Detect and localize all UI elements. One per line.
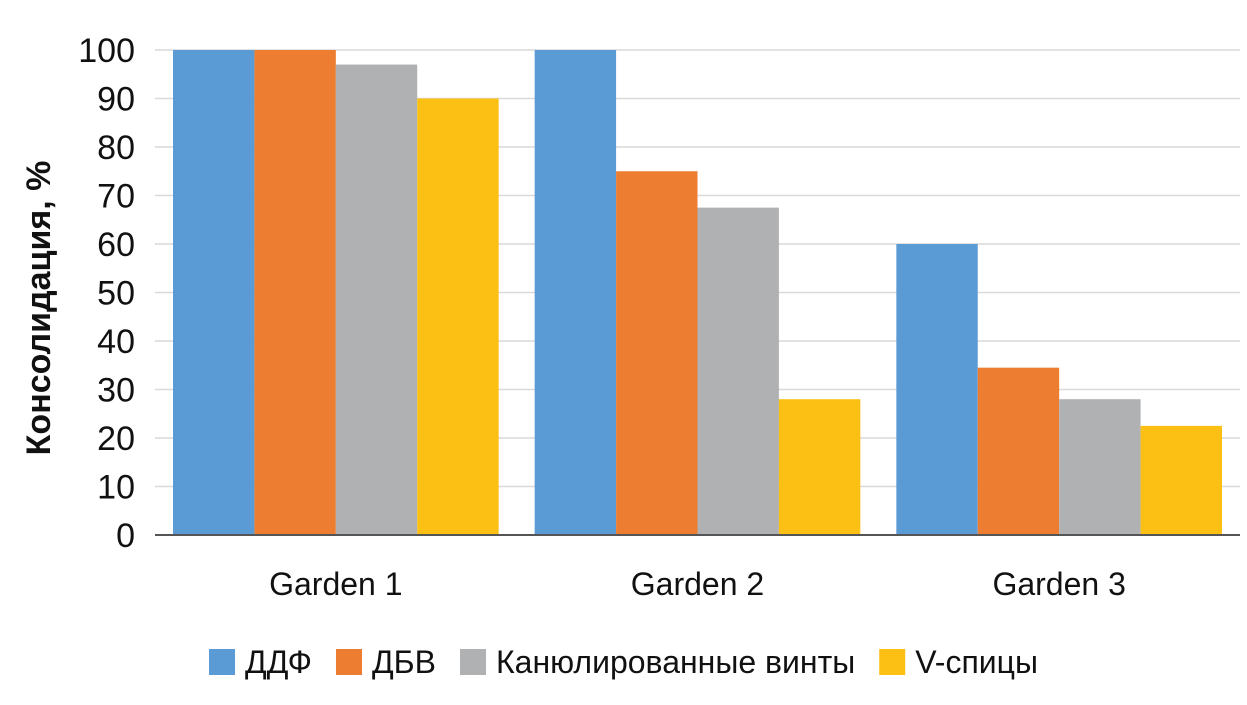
legend-label: ДДФ <box>245 644 312 680</box>
bar <box>616 171 698 535</box>
y-tick-label: 100 <box>78 32 135 70</box>
legend-swatch <box>460 649 486 675</box>
legend-item: V-спицы <box>879 644 1038 680</box>
bar <box>778 399 861 535</box>
legend-label: Канюлированные винты <box>496 644 855 680</box>
legend-swatch <box>879 649 906 675</box>
legend-swatch <box>209 649 236 675</box>
bar <box>1059 399 1141 535</box>
y-tick-label: 80 <box>97 129 135 167</box>
bar <box>335 64 418 536</box>
legend: ДДФ ДБВ Канюлированные винты V-спицы <box>209 644 1038 680</box>
bar <box>417 98 499 535</box>
legend-swatch <box>335 649 362 675</box>
bar <box>534 50 617 535</box>
bar <box>697 207 779 535</box>
y-tick-label: 10 <box>97 469 135 507</box>
y-tick-label: 0 <box>116 517 135 555</box>
x-tick-label: Garden 1 <box>269 566 402 602</box>
y-axis-title: Консолидация, % <box>20 161 58 456</box>
x-tick-label: Garden 3 <box>992 566 1125 602</box>
y-tick-label: 40 <box>97 323 135 361</box>
bar <box>254 50 336 535</box>
bar <box>977 367 1060 535</box>
x-tick-label: Garden 2 <box>631 566 764 602</box>
legend-item: ДБВ <box>335 644 436 680</box>
bars <box>173 50 1222 536</box>
y-tick-label: 60 <box>97 226 135 264</box>
y-tick-label: 70 <box>97 178 135 216</box>
legend-label: ДБВ <box>372 644 436 680</box>
y-tick-label: 90 <box>97 81 135 119</box>
y-tick-label: 20 <box>97 420 135 458</box>
bar <box>173 50 255 535</box>
y-tick-label: 50 <box>97 275 135 313</box>
legend-item: ДДФ <box>209 644 312 680</box>
legend-label: V-спицы <box>915 644 1038 680</box>
bar <box>896 244 978 535</box>
axes: 0 10 20 30 40 50 60 70 80 90 100 Garden 1 Garden 2 Ga… <box>78 32 1240 602</box>
y-tick-label: 30 <box>97 372 135 410</box>
legend-item: Канюлированные винты <box>460 644 855 680</box>
bar <box>1140 425 1222 535</box>
